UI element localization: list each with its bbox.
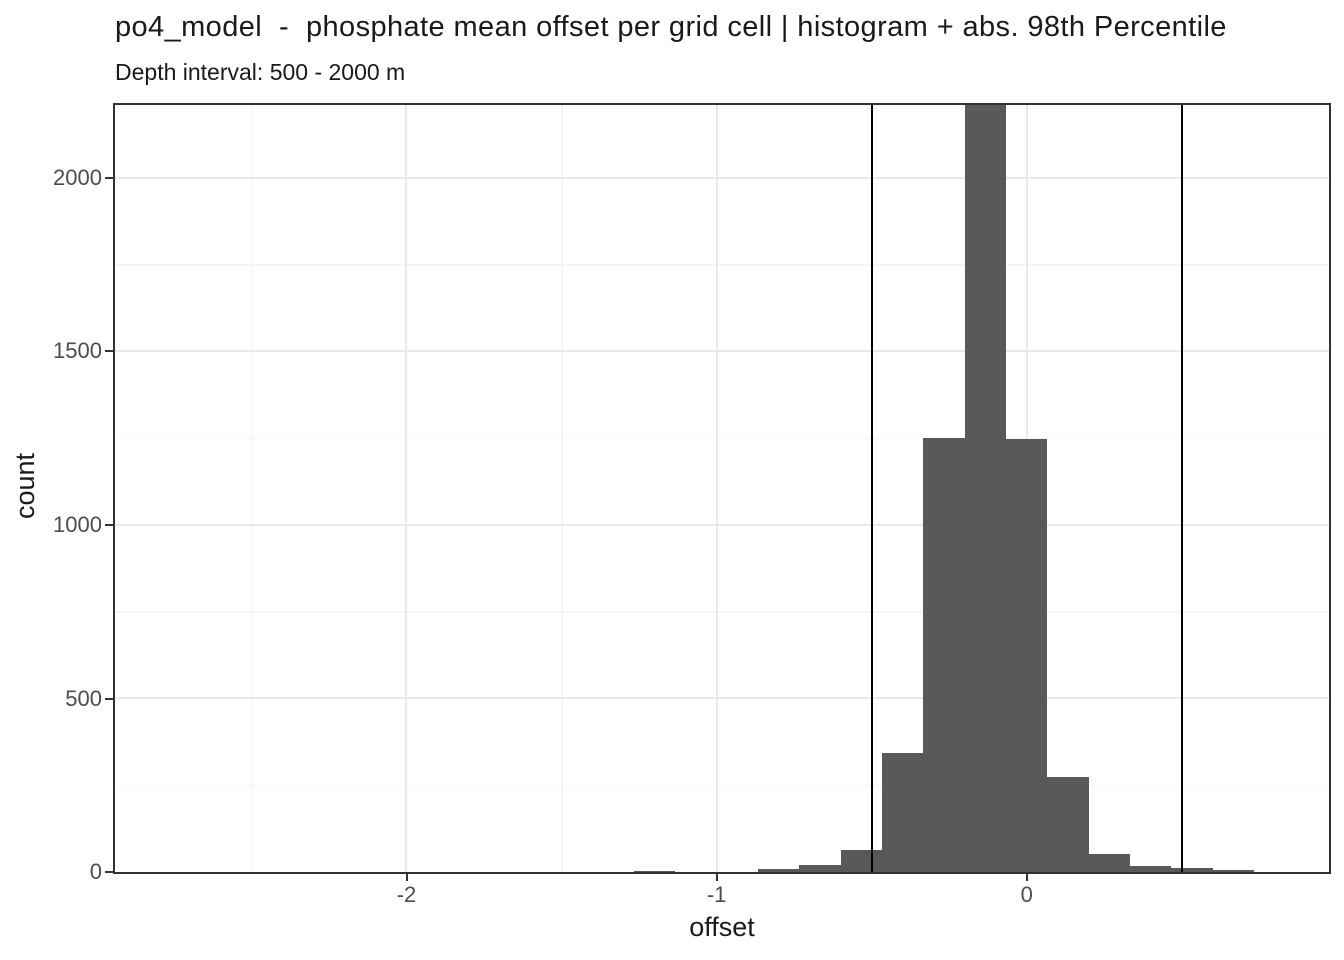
histogram-bar — [757, 868, 800, 872]
y-tick-label: 1000 — [53, 511, 102, 537]
y-tick-label: 2000 — [53, 164, 102, 190]
y-minor-gridline — [115, 784, 1329, 787]
histogram-bar — [964, 105, 1006, 872]
y-tick-mark — [105, 697, 113, 700]
y-major-gridline — [115, 350, 1329, 353]
x-major-gridline — [715, 105, 718, 872]
y-tick-label: 1500 — [53, 338, 102, 364]
y-major-gridline — [115, 697, 1329, 700]
y-tick-label: 0 — [89, 859, 102, 884]
histogram-bar — [1171, 867, 1213, 872]
x-minor-gridline — [561, 105, 563, 872]
y-major-gridline — [115, 176, 1329, 179]
y-tick-mark — [105, 350, 113, 353]
y-tick-mark — [105, 523, 113, 526]
x-tick-mark — [1025, 874, 1028, 881]
histogram-bar — [1130, 866, 1172, 872]
histogram-bar — [1006, 438, 1048, 872]
histogram-bar — [882, 752, 924, 872]
percentile-line — [1180, 105, 1183, 872]
histogram-bar — [799, 865, 841, 872]
histogram-bar — [1047, 776, 1089, 872]
histogram-bar — [923, 437, 965, 872]
x-tick-label: -2 — [396, 882, 417, 907]
y-tick-label: 500 — [65, 685, 102, 711]
x-tick-mark — [715, 874, 718, 881]
x-tick-label: 0 — [1020, 882, 1033, 907]
chart-subtitle: Depth interval: 500 - 2000 m — [115, 59, 406, 85]
y-major-gridline — [115, 523, 1329, 526]
x-tick-mark — [405, 874, 408, 881]
x-major-gridline — [405, 105, 408, 872]
y-minor-gridline — [115, 611, 1329, 613]
histogram-bar — [1212, 869, 1254, 872]
histogram-bar — [633, 870, 676, 872]
y-minor-gridline — [115, 264, 1329, 266]
percentile-line — [870, 105, 873, 872]
x-axis-title: offset — [689, 912, 755, 942]
plot-panel — [113, 103, 1331, 874]
y-tick-mark — [105, 871, 113, 873]
x-tick-label: -1 — [706, 882, 727, 907]
chart-title: po4_model - phosphate mean offset per gr… — [115, 11, 1227, 43]
y-minor-gridline — [115, 437, 1329, 440]
y-tick-mark — [105, 176, 113, 179]
x-minor-gridline — [250, 105, 253, 872]
histogram-bar — [1088, 854, 1130, 872]
y-axis-title: count — [10, 452, 40, 520]
histogram-bar — [840, 850, 882, 872]
